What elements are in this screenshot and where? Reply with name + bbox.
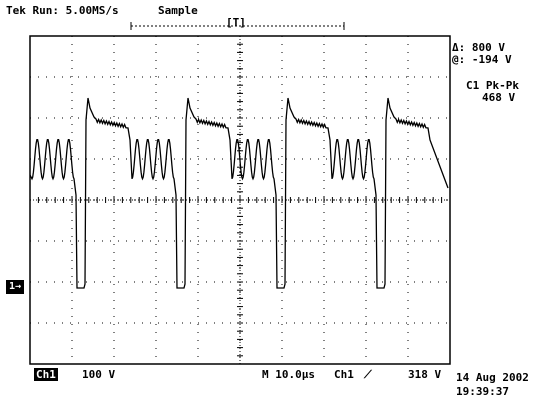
waveform-trace-ch1 — [29, 97, 449, 289]
rising-edge-icon: ⟋ — [364, 368, 372, 381]
trigger-source: Ch1 — [334, 368, 354, 381]
acquisition-status: Tek Run: 5.00MS/s — [6, 4, 119, 17]
trigger-level: 318 V — [408, 368, 442, 381]
time-readout: 19:39:37 — [456, 385, 509, 398]
cursor-position-readout: @: -194 V — [452, 53, 512, 66]
acquisition-mode: Sample — [158, 4, 198, 17]
channel-ground-marker: 1→ — [6, 280, 24, 294]
volts-per-div: 100 V — [82, 368, 116, 381]
measurement-name: C1 Pk-Pk — [466, 79, 519, 92]
cursor-delta-readout: Δ: 800 V — [452, 41, 505, 54]
date-readout: 14 Aug 2002 — [456, 371, 529, 384]
measurement-value: 468 V — [482, 91, 516, 104]
channel-badge: Ch1 — [34, 368, 58, 381]
timebase: M 10.0µs — [262, 368, 315, 381]
trigger-window-bracket — [130, 22, 345, 30]
graticule — [29, 35, 451, 365]
